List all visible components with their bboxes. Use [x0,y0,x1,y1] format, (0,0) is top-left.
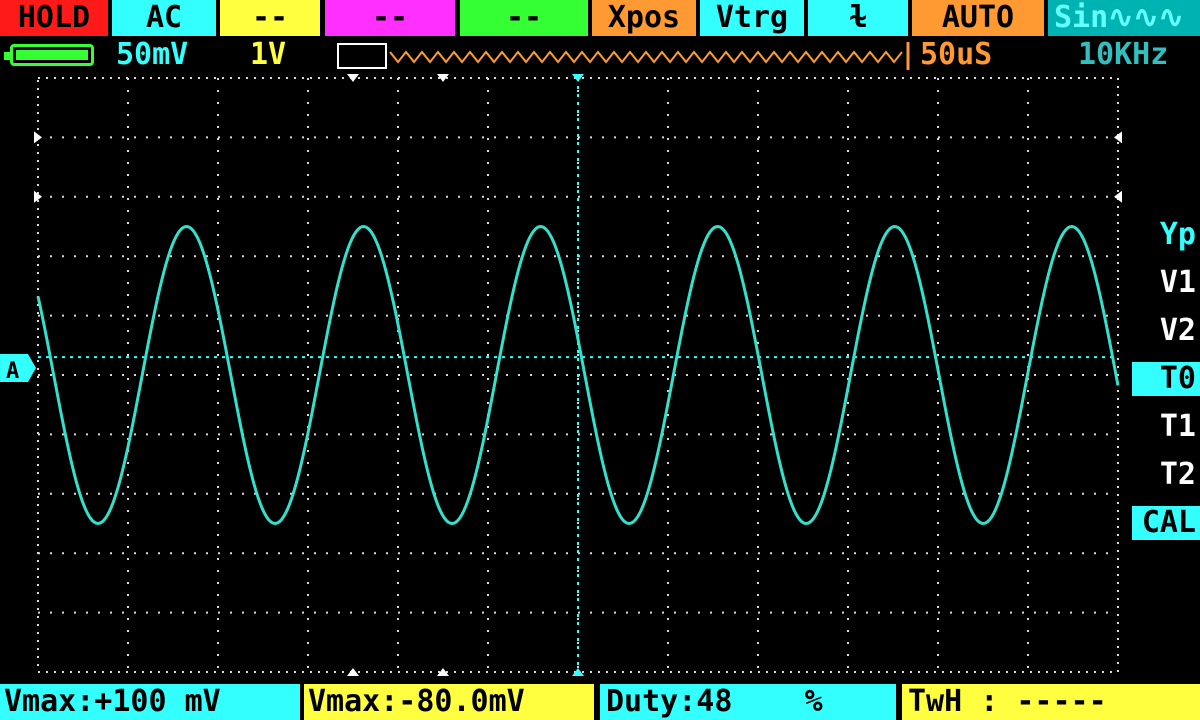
frequency-readout: 10KHz [1078,37,1169,72]
measurement-2[interactable]: Vmax:-80.0mV [304,684,594,720]
timebase-value[interactable]: 50uS [920,37,993,72]
menu-yp[interactable]: Yp [1159,217,1196,252]
graticule-markers [34,74,1122,676]
memory-window-icon [337,43,387,69]
menu-t1[interactable]: T1 [1159,409,1196,444]
trigger-pos-marker-bottom [572,668,584,676]
measurement-1[interactable]: Vmax:+100 mV [0,684,300,720]
v-cursor-marker-right [1114,131,1122,144]
signal-trace [36,224,1120,526]
memory-waveform-preview [389,50,903,64]
battery-icon [4,44,94,66]
v-cursor-marker-left [34,131,42,144]
vtrg-button[interactable]: Vtrg [700,0,804,36]
menu-cal[interactable]: CAL [1132,506,1200,540]
trigger-edge-button[interactable]: ɫ [808,0,908,36]
volts-per-div[interactable]: 50mV [116,37,189,72]
cursor-t2-marker [437,74,449,82]
trigger-mode-button[interactable]: AUTO [912,0,1044,36]
ch3-indicator[interactable]: -- [460,0,588,36]
xpos-button[interactable]: Xpos [592,0,696,36]
menu-v2[interactable]: V2 [1159,313,1196,348]
ch2-scale[interactable]: 1V [250,37,287,72]
scope-display: A [0,74,1122,676]
ch2-indicator[interactable]: -- [325,0,455,36]
svg-text:A: A [6,359,19,384]
cursor-t1-marker [347,74,359,82]
measurement-3[interactable]: Duty:48 % [600,684,896,720]
measurement-4[interactable]: TwH : ----- [902,684,1200,720]
cursor-t2-marker-bottom [437,668,449,676]
graticule-border [37,77,1119,673]
ch1-indicator[interactable]: -- [220,0,320,36]
memory-position-bar[interactable] [330,42,910,70]
channel-a-marker[interactable]: A [0,354,36,384]
v-cursor-marker-right [1114,190,1122,203]
trigger-pos-marker [572,74,584,82]
menu-t2[interactable]: T2 [1159,457,1196,492]
hold-button[interactable]: HOLD [0,0,108,36]
v-cursor-marker-left [34,190,42,203]
graticule [37,77,1119,673]
waveform-button[interactable]: Sin∿∿∿ [1048,0,1200,36]
menu-t0[interactable]: T0 [1132,362,1200,396]
cursor-t1-marker-bottom [347,668,359,676]
coupling-button[interactable]: AC [112,0,216,36]
menu-v1[interactable]: V1 [1159,265,1196,300]
